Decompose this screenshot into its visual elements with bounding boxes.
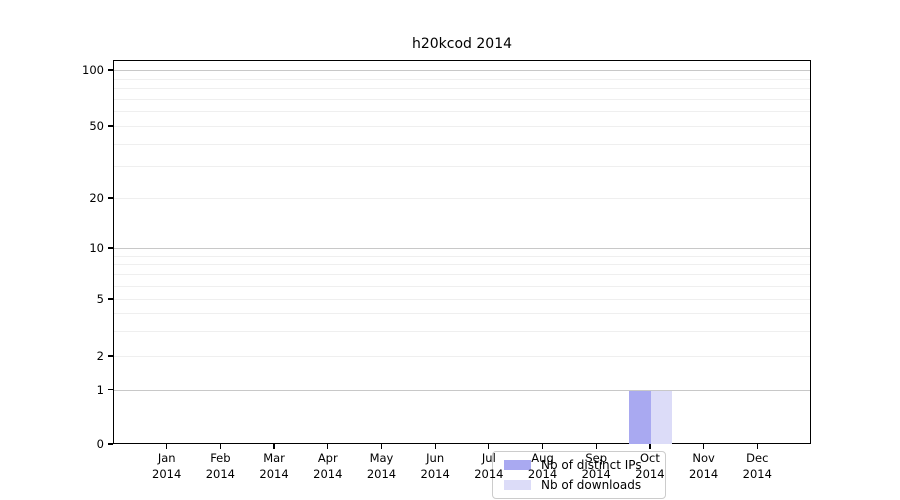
legend-label-distinct-ips: Nb of distinct IPs bbox=[541, 458, 642, 472]
y-tick-label-10: 10 bbox=[89, 241, 104, 255]
x-tick-apr bbox=[327, 444, 329, 449]
x-tick-label-jun: Jun 2014 bbox=[420, 451, 450, 481]
bar-nb-of-downloads-oct bbox=[650, 390, 673, 444]
gridline-y-7 bbox=[114, 274, 810, 276]
y-tick-5 bbox=[108, 298, 113, 300]
gridline-y-6 bbox=[114, 285, 810, 287]
gridline-y-10 bbox=[114, 248, 810, 249]
x-tick-label-aug: Aug 2014 bbox=[527, 451, 558, 481]
x-tick-label-nov: Nov 2014 bbox=[688, 451, 719, 481]
y-tick-10 bbox=[108, 247, 113, 249]
y-tick-label-0: 0 bbox=[96, 437, 104, 451]
y-tick-100 bbox=[108, 69, 113, 71]
gridline-y-3 bbox=[114, 330, 810, 332]
gridline-y-100 bbox=[114, 70, 810, 71]
x-tick-label-sep: Sep 2014 bbox=[581, 451, 611, 481]
legend: Nb of distinct IPs Nb of downloads bbox=[492, 451, 666, 499]
y-tick-0 bbox=[108, 443, 113, 445]
gridline-y-60 bbox=[114, 111, 810, 113]
chart-title: h20kcod 2014 bbox=[411, 36, 513, 52]
y-tick-label-2: 2 bbox=[96, 349, 104, 363]
gridline-y-30 bbox=[114, 166, 810, 168]
x-tick-nov bbox=[703, 444, 705, 449]
gridline-y-2 bbox=[114, 356, 810, 357]
x-tick-sep bbox=[595, 444, 597, 449]
x-tick-may bbox=[380, 444, 383, 449]
gridline-y-8 bbox=[114, 264, 810, 266]
y-tick-20 bbox=[108, 197, 113, 199]
legend-entry-distinct-ips: Nb of distinct IPs bbox=[504, 458, 657, 472]
y-tick-label-100: 100 bbox=[82, 63, 104, 77]
x-tick-feb bbox=[219, 444, 221, 449]
y-tick-label-5: 5 bbox=[96, 292, 104, 306]
x-tick-label-jan: Jan 2014 bbox=[152, 451, 182, 481]
x-tick-label-may: May 2014 bbox=[366, 451, 397, 481]
legend-entry-downloads: Nb of downloads bbox=[504, 478, 657, 492]
y-tick-1 bbox=[108, 388, 113, 391]
gridline-y-4 bbox=[114, 312, 810, 314]
y-tick-label-20: 20 bbox=[89, 191, 104, 205]
plot-area: Nb of distinct IPs Nb of downloads bbox=[113, 60, 811, 499]
gridline-y-1 bbox=[114, 389, 810, 391]
gridline-y-5 bbox=[114, 299, 810, 300]
x-tick-label-jul: Jul 2014 bbox=[474, 451, 504, 481]
gridline-y-90 bbox=[114, 78, 810, 80]
x-tick-label-dec: Dec 2014 bbox=[742, 451, 772, 481]
y-tick-50 bbox=[108, 125, 113, 127]
legend-swatch-downloads bbox=[504, 480, 531, 490]
x-tick-label-oct: Oct 2014 bbox=[635, 451, 665, 481]
x-tick-label-feb: Feb 2014 bbox=[205, 451, 236, 481]
x-tick-dec bbox=[756, 444, 758, 449]
gridline-y-40 bbox=[114, 143, 810, 145]
x-tick-label-apr: Apr 2014 bbox=[313, 451, 343, 481]
gridline-y-9 bbox=[114, 255, 810, 257]
y-tick-2 bbox=[108, 355, 113, 357]
x-tick-jan bbox=[166, 444, 168, 449]
bar-nb-of-distinct-ips-oct bbox=[629, 390, 651, 444]
gridline-y-80 bbox=[114, 88, 810, 90]
gridline-y-20 bbox=[114, 198, 810, 199]
y-tick-label-1: 1 bbox=[96, 382, 104, 397]
x-tick-label-mar: Mar 2014 bbox=[259, 451, 289, 481]
x-tick-mar bbox=[273, 444, 275, 449]
x-tick-jun bbox=[434, 444, 436, 449]
gridline-y-70 bbox=[114, 98, 810, 100]
legend-swatch-distinct-ips bbox=[504, 460, 531, 470]
legend-label-downloads: Nb of downloads bbox=[541, 478, 642, 492]
x-tick-oct bbox=[649, 444, 651, 449]
gridline-y-50 bbox=[114, 126, 810, 127]
x-tick-jul bbox=[488, 444, 490, 449]
y-tick-label-50: 50 bbox=[89, 119, 104, 133]
x-tick-aug bbox=[541, 444, 544, 449]
